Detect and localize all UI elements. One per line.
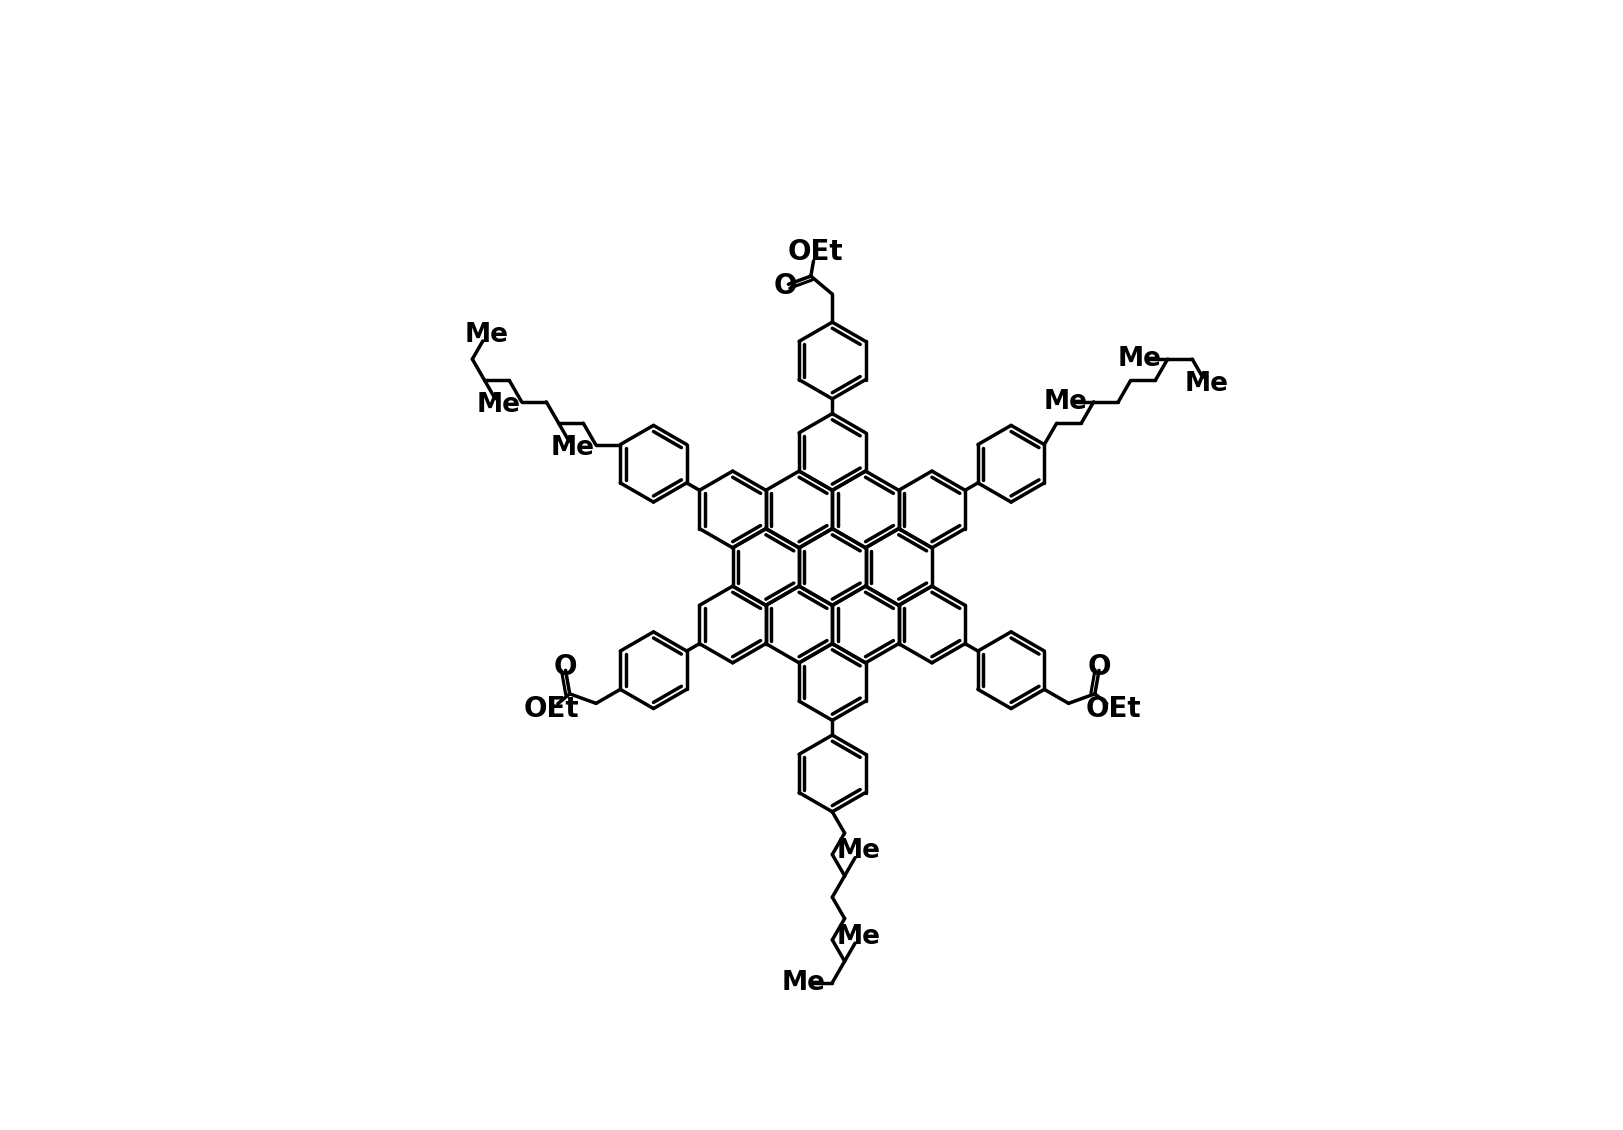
Text: Me: Me [1042, 389, 1087, 415]
Text: Me: Me [1183, 371, 1227, 397]
Text: Me: Me [836, 838, 880, 864]
Text: Me: Me [477, 392, 521, 418]
Text: OEt: OEt [787, 238, 842, 267]
Text: OEt: OEt [1086, 695, 1141, 723]
Text: Me: Me [836, 923, 880, 949]
Text: Me: Me [550, 435, 594, 461]
Text: Me: Me [464, 322, 508, 348]
Text: OEt: OEt [523, 695, 578, 723]
Text: O: O [773, 271, 797, 299]
Text: Me: Me [782, 970, 826, 996]
Text: Me: Me [1117, 346, 1160, 372]
Text: O: O [1087, 653, 1110, 680]
Text: O: O [553, 653, 576, 680]
